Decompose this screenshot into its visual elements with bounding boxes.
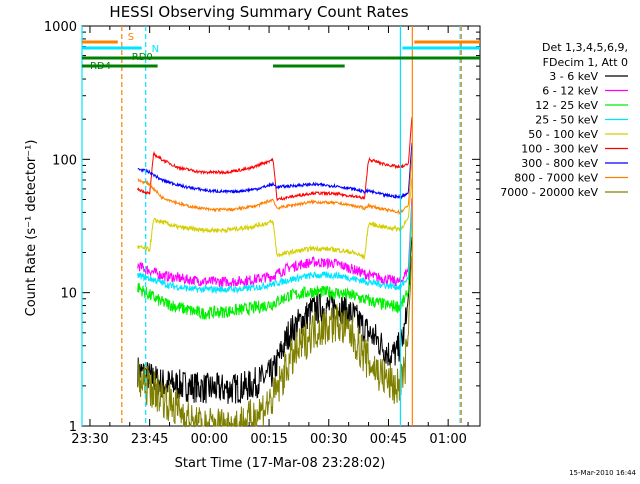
x-axis-label: Start Time (17-Mar-08 23:28:02) [175, 456, 386, 471]
y-axis-label: Count Rate (s⁻¹ detector⁻¹) [24, 140, 39, 317]
plot-area: 23:30 23:45 00:00 00:15 00:30 00:45 01:00 1 10 10… [44, 20, 481, 447]
legend-entry-label: 12 - 25 keV [535, 99, 598, 112]
series-line [137, 255, 413, 428]
timestamp-label: 15-Mar-2010 16:44 [569, 469, 636, 477]
y-tick-label: 100 [52, 153, 77, 168]
x-tick-label: 00:15 [250, 432, 287, 447]
series-line [137, 177, 413, 261]
legend-entry-label: 7000 - 20000 keV [500, 186, 598, 199]
legend: Det 1,3,4,5,6,9, FDecim 1, Att 03 - 6 keV… [500, 41, 628, 199]
annotation-label: RD4 [90, 61, 111, 72]
legend-entry-label: 3 - 6 keV [549, 70, 598, 83]
legend-entry-label: 6 - 12 keV [542, 85, 598, 98]
x-tick-label: 23:45 [131, 432, 168, 447]
x-tick-label: 00:45 [370, 432, 407, 447]
annotation-label: N [152, 44, 159, 55]
legend-entry-label: 25 - 50 keV [535, 114, 598, 127]
y-tick-label: 1 [69, 420, 77, 435]
series-line [137, 142, 413, 201]
x-tick-label: 00:30 [310, 432, 347, 447]
y-tick-label: 1000 [44, 20, 77, 35]
x-tick-label: 01:00 [429, 432, 466, 447]
legend-header: Det 1,3,4,5,6,9, [542, 41, 628, 54]
series-line [137, 204, 413, 295]
legend-entry-label: 100 - 300 keV [521, 143, 598, 156]
legend-entry-label: 800 - 7000 keV [514, 172, 598, 185]
legend-header: FDecim 1, Att 0 [543, 56, 628, 69]
x-tick-label: 00:00 [191, 432, 228, 447]
series-line [137, 236, 413, 404]
annotation-label: RD0 [132, 52, 153, 63]
series-line [137, 155, 413, 216]
series-line [137, 197, 413, 287]
legend-entry-label: 50 - 100 keV [528, 128, 598, 141]
annotation-label: S [128, 32, 134, 43]
chart-title: HESSI Observing Summary Count Rates [109, 3, 408, 21]
series-line [137, 117, 413, 202]
series-line [137, 208, 413, 320]
y-tick-label: 10 [60, 287, 77, 302]
legend-entry-label: 300 - 800 keV [521, 157, 598, 170]
x-tick-label: 23:30 [71, 432, 108, 447]
